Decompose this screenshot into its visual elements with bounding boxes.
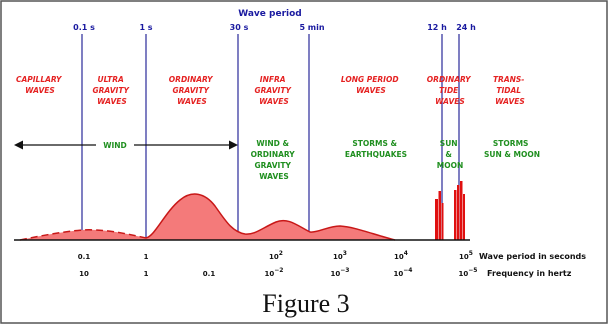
- force-sun-moon: SUN & MOON: [437, 139, 464, 170]
- frequency-axis-label: Frequency in hertz: [487, 269, 572, 278]
- period-tick-1e4: 104: [394, 250, 408, 261]
- wave-type-long-period: LONG PERIOD WAVES: [341, 75, 401, 95]
- tide-bar: [441, 203, 444, 240]
- period-tick-1e5: 105: [459, 250, 473, 261]
- period-tick-0-1: 0.1: [78, 253, 91, 261]
- force-storms-earthquakes: STORMS & EARTHQUAKES: [345, 139, 407, 159]
- marker-label-5min: 5 min: [299, 23, 324, 32]
- energy-spectrum: [19, 181, 465, 241]
- freq-tick-0-1: 0.1: [203, 270, 216, 278]
- period-tick-1: 1: [144, 253, 149, 261]
- arrow-left-head: [14, 140, 23, 150]
- tide-bar: [438, 191, 441, 240]
- tide-bar: [463, 194, 465, 240]
- freq-tick-10: 10: [79, 270, 89, 278]
- tide-bar: [457, 185, 460, 240]
- wave-type-infra-gravity: INFRA GRAVITY WAVES: [255, 75, 294, 106]
- wind-range-arrow: [14, 139, 238, 151]
- wave-type-ultra-gravity: ULTRA GRAVITY WAVES: [93, 75, 132, 106]
- force-wind-ordinary-gravity: WIND & ORDINARY GRAVITY WAVES: [251, 139, 298, 181]
- figure-caption: Figure 3: [262, 289, 349, 318]
- wave-type-capillary: CAPILLARY WAVES: [16, 75, 64, 95]
- force-storms-sun-moon: STORMS SUN & MOON: [484, 139, 540, 159]
- tide-bar: [454, 190, 457, 240]
- wave-type-ordinary-tide: ORDINARY TIDE WAVES: [427, 75, 473, 106]
- freq-tick-1e-3: 10−3: [331, 267, 350, 278]
- tide-bar: [460, 181, 463, 240]
- marker-label-24h: 24 h: [456, 23, 476, 32]
- period-tick-1e3: 103: [333, 250, 347, 261]
- freq-tick-1e-2: 10−2: [265, 267, 284, 278]
- spectrum-fill: [20, 194, 395, 240]
- period-tick-1e2: 102: [269, 250, 283, 261]
- marker-label-12h: 12 h: [427, 23, 447, 32]
- force-wind: WIND: [103, 141, 127, 150]
- wave-type-trans-tidal: TRANS- TIDAL WAVES: [493, 75, 527, 106]
- marker-label-1s: 1 s: [139, 23, 152, 32]
- arrow-right-head: [229, 140, 238, 150]
- marker-label-0-1s: 0.1 s: [73, 23, 95, 32]
- freq-tick-1e-4: 10−4: [394, 267, 413, 278]
- tide-bar: [435, 199, 438, 240]
- freq-tick-1: 1: [144, 270, 149, 278]
- spectrum-edge-solid: [145, 193, 396, 241]
- marker-label-30s: 30 s: [230, 23, 249, 32]
- freq-tick-1e-5: 10−5: [459, 267, 478, 278]
- wave-type-ordinary-gravity: ORDINARY GRAVITY WAVES: [169, 75, 215, 106]
- wave-period-title: Wave period: [238, 9, 301, 19]
- period-axis-label: Wave period in seconds: [479, 252, 586, 261]
